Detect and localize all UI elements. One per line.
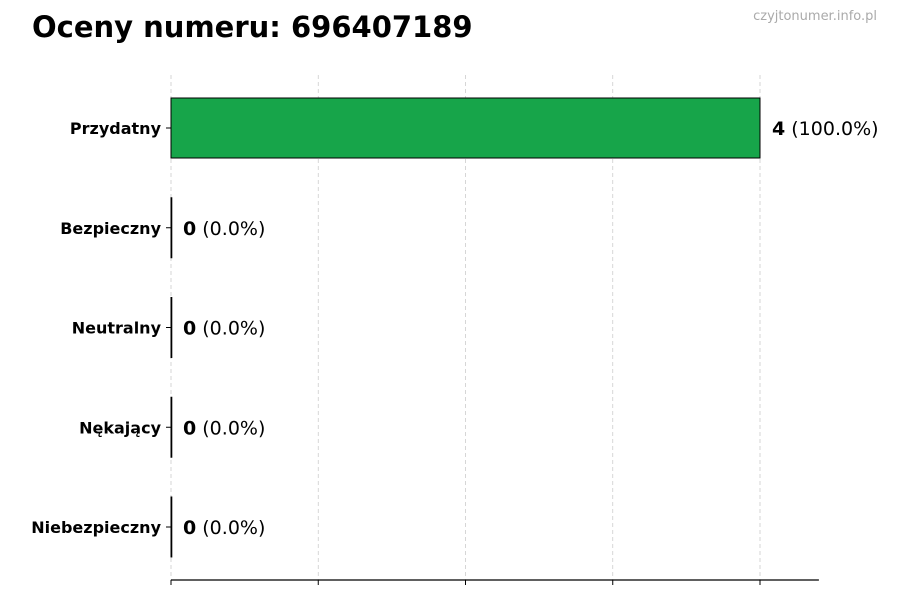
data-label-count: 0 <box>183 417 196 439</box>
data-label: 0 (0.0%) <box>183 218 265 240</box>
data-label-percent: (0.0%) <box>196 318 265 340</box>
bar <box>170 97 761 159</box>
data-label-percent: (0.0%) <box>196 517 265 539</box>
chart-title: Oceny numeru: 696407189 <box>32 10 473 44</box>
data-label-percent: (0.0%) <box>196 218 265 240</box>
data-label-count: 0 <box>183 517 196 539</box>
bar <box>170 396 173 458</box>
watermark: czyjtonumer.info.pl <box>753 9 877 24</box>
bar <box>170 496 173 558</box>
data-label-count: 0 <box>183 218 196 240</box>
data-label: 0 (0.0%) <box>183 417 265 439</box>
data-label: 0 (0.0%) <box>183 517 265 539</box>
bar <box>170 197 173 259</box>
y-tick-label: Bezpieczny <box>60 219 161 238</box>
data-label-count: 0 <box>183 318 196 340</box>
y-tick-label: Przydatny <box>70 119 162 138</box>
y-tick-label: Neutralny <box>72 319 162 338</box>
bar <box>170 297 173 358</box>
data-label-percent: (0.0%) <box>196 417 265 439</box>
data-label-count: 4 <box>772 118 785 140</box>
y-tick-label: Nękający <box>79 418 161 437</box>
y-tick-label: Niebezpieczny <box>31 518 161 537</box>
data-label-percent: (100.0%) <box>785 118 878 140</box>
data-label: 4 (100.0%) <box>772 118 879 140</box>
data-label: 0 (0.0%) <box>183 318 265 340</box>
